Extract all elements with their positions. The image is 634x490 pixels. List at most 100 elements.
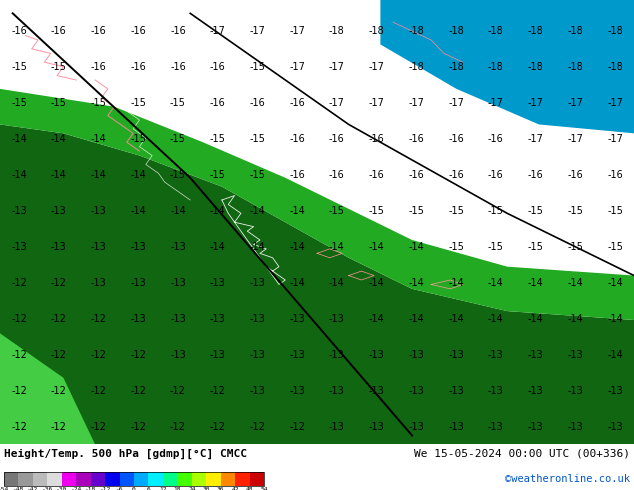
Text: -13: -13 <box>170 350 186 360</box>
Text: -12: -12 <box>91 422 107 432</box>
Text: -15: -15 <box>91 98 107 108</box>
Text: -13: -13 <box>607 386 623 396</box>
Text: -15: -15 <box>130 134 146 144</box>
Text: 18: 18 <box>174 487 181 490</box>
Text: -15: -15 <box>249 134 266 144</box>
Text: -15: -15 <box>170 170 186 180</box>
Text: -16: -16 <box>170 26 186 36</box>
Bar <box>134 472 148 486</box>
Text: -12: -12 <box>51 386 67 396</box>
Text: -14: -14 <box>567 278 583 288</box>
Text: -17: -17 <box>488 98 504 108</box>
Text: -12: -12 <box>100 487 111 490</box>
Text: -14: -14 <box>607 350 623 360</box>
Text: -16: -16 <box>329 170 345 180</box>
Text: -18: -18 <box>369 26 384 36</box>
Text: -14: -14 <box>289 278 305 288</box>
Text: -12: -12 <box>130 350 146 360</box>
Text: -12: -12 <box>130 386 146 396</box>
Bar <box>235 472 250 486</box>
Text: -13: -13 <box>527 350 543 360</box>
Text: -13: -13 <box>250 386 265 396</box>
Text: -42: -42 <box>27 487 39 490</box>
Text: -18: -18 <box>85 487 96 490</box>
Text: -14: -14 <box>11 134 27 144</box>
Text: -14: -14 <box>329 242 345 252</box>
Bar <box>191 472 206 486</box>
Text: -15: -15 <box>249 62 266 72</box>
Text: -13: -13 <box>131 278 146 288</box>
Text: -16: -16 <box>91 26 107 36</box>
Text: -24: -24 <box>70 487 82 490</box>
Polygon shape <box>380 0 634 133</box>
Text: 48: 48 <box>246 487 254 490</box>
Text: -15: -15 <box>567 206 583 216</box>
Text: -14: -14 <box>488 314 503 324</box>
Text: -16: -16 <box>131 62 146 72</box>
Bar <box>163 472 178 486</box>
Text: -14: -14 <box>408 278 424 288</box>
Polygon shape <box>0 124 634 444</box>
Text: -15: -15 <box>11 62 27 72</box>
Text: -16: -16 <box>607 170 623 180</box>
Text: -17: -17 <box>329 62 345 72</box>
Polygon shape <box>0 333 95 444</box>
Text: -18: -18 <box>567 26 583 36</box>
Text: -12: -12 <box>51 350 67 360</box>
Text: -18: -18 <box>607 62 623 72</box>
Text: -12: -12 <box>51 314 67 324</box>
Text: -13: -13 <box>408 350 424 360</box>
Text: -13: -13 <box>91 242 107 252</box>
Text: -13: -13 <box>488 386 503 396</box>
Text: 30: 30 <box>202 487 210 490</box>
Text: -14: -14 <box>91 134 107 144</box>
Text: -13: -13 <box>329 422 345 432</box>
Bar <box>33 472 48 486</box>
Text: -14: -14 <box>250 206 265 216</box>
Text: -16: -16 <box>369 170 384 180</box>
Text: -15: -15 <box>210 170 226 180</box>
Text: -16: -16 <box>11 26 27 36</box>
Text: -17: -17 <box>289 62 305 72</box>
Text: -16: -16 <box>448 134 464 144</box>
Text: -17: -17 <box>408 98 424 108</box>
Text: -14: -14 <box>527 314 543 324</box>
Text: -14: -14 <box>289 242 305 252</box>
Text: -13: -13 <box>11 242 27 252</box>
Text: -13: -13 <box>289 350 305 360</box>
Text: -14: -14 <box>527 278 543 288</box>
Text: -15: -15 <box>527 242 543 252</box>
Text: -14: -14 <box>488 278 503 288</box>
Text: -15: -15 <box>408 206 424 216</box>
Text: -13: -13 <box>210 350 226 360</box>
Text: -17: -17 <box>289 26 305 36</box>
Bar <box>148 472 163 486</box>
Text: -16: -16 <box>170 62 186 72</box>
Text: -18: -18 <box>527 26 543 36</box>
Text: -15: -15 <box>249 170 266 180</box>
Bar <box>105 472 120 486</box>
Text: -13: -13 <box>448 386 464 396</box>
Text: -18: -18 <box>408 62 424 72</box>
Text: -17: -17 <box>210 26 226 36</box>
Text: -14: -14 <box>51 170 67 180</box>
Text: -48: -48 <box>13 487 24 490</box>
Text: -16: -16 <box>250 98 265 108</box>
Text: -15: -15 <box>607 206 623 216</box>
Text: -17: -17 <box>329 98 345 108</box>
Text: -13: -13 <box>11 206 27 216</box>
Text: -12: -12 <box>51 278 67 288</box>
Text: -16: -16 <box>210 98 226 108</box>
Bar <box>250 472 264 486</box>
Text: -17: -17 <box>607 134 623 144</box>
Text: -13: -13 <box>329 386 345 396</box>
Text: -14: -14 <box>210 206 226 216</box>
Text: -13: -13 <box>170 314 186 324</box>
Bar <box>76 472 91 486</box>
Text: -15: -15 <box>488 242 504 252</box>
Text: 0: 0 <box>132 487 136 490</box>
Text: -12: -12 <box>11 350 27 360</box>
Bar <box>91 472 105 486</box>
Text: -16: -16 <box>448 170 464 180</box>
Text: -13: -13 <box>170 242 186 252</box>
